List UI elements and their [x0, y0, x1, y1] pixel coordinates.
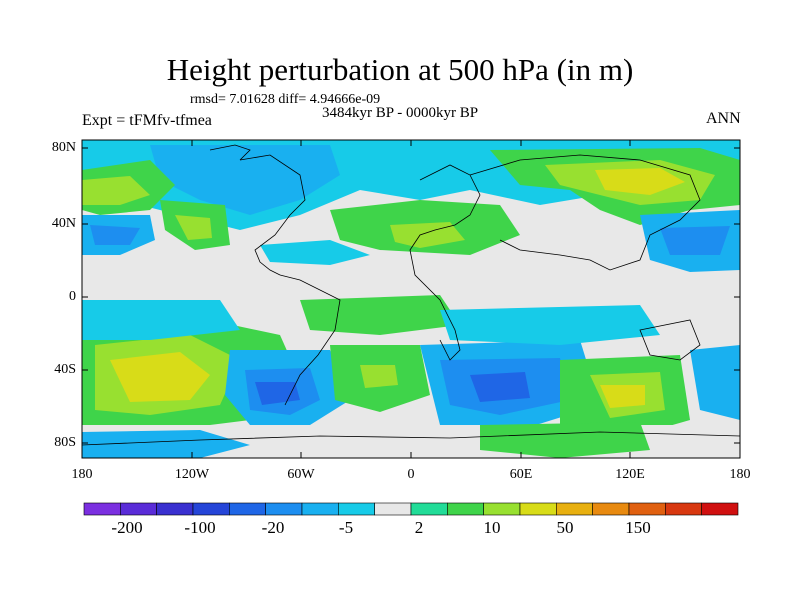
lat-label-80n: 80N — [51, 140, 76, 155]
lon-label-180e: 180 — [729, 467, 751, 482]
colorbar-swatch — [483, 502, 521, 516]
coastline-lines — [82, 144, 740, 446]
colorbar-swatch — [338, 502, 375, 516]
lat-label-40s: 40S — [54, 362, 76, 377]
colorbar-swatch — [374, 502, 412, 516]
colorbar-swatch — [592, 502, 630, 516]
stats-subtitle: rmsd= 7.01628 diff= 4.94666e-09 — [190, 92, 381, 107]
colorbar-swatch — [192, 502, 230, 516]
lat-label-0: 0 — [69, 289, 76, 304]
colorbar-swatch — [301, 502, 339, 516]
colorbar — [83, 502, 739, 516]
colorbar-swatch — [410, 502, 448, 516]
colorbar-label: 2 — [414, 518, 424, 537]
colorbar-label: 10 — [483, 518, 501, 537]
lon-label-120e: 120E — [615, 467, 645, 482]
colorbar-swatch — [628, 502, 666, 516]
lon-label-0: 0 — [407, 467, 415, 482]
axis-ticks — [81, 140, 741, 458]
colorbar-label: -100 — [184, 518, 216, 537]
lon-label-180w: 180 — [71, 467, 93, 482]
lat-label-40n: 40N — [51, 216, 76, 231]
colorbar-swatch — [556, 502, 593, 516]
lon-label-60e: 60E — [509, 467, 533, 482]
colorbar-swatch — [156, 502, 194, 516]
colorbar-swatch — [229, 502, 266, 516]
colorbar-swatch — [519, 502, 557, 516]
period-subtitle: 3484kyr BP - 0000kyr BP — [322, 105, 479, 121]
season-label: ANN — [706, 110, 741, 127]
colorbar-label: -20 — [261, 518, 285, 537]
colorbar-swatch — [120, 502, 157, 516]
colorbar-label: -5 — [338, 518, 354, 537]
colorbar-swatch — [701, 502, 739, 516]
colorbar-swatch — [447, 502, 484, 516]
colorbar-swatch — [265, 502, 303, 516]
colorbar-swatch — [83, 502, 121, 516]
lon-label-60w: 60W — [287, 467, 315, 482]
colorbar-label: -200 — [111, 518, 143, 537]
lat-label-80s: 80S — [54, 435, 76, 450]
experiment-label: Expt = tFMfv-tfmea — [82, 112, 212, 129]
colorbar-label: 50 — [556, 518, 574, 537]
lon-label-120w: 120W — [174, 467, 210, 482]
contour-field — [82, 140, 740, 458]
colorbar-swatch — [665, 502, 702, 516]
colorbar-label: 150 — [625, 518, 651, 537]
chart-title: Height perturbation at 500 hPa (in m) — [166, 52, 634, 87]
